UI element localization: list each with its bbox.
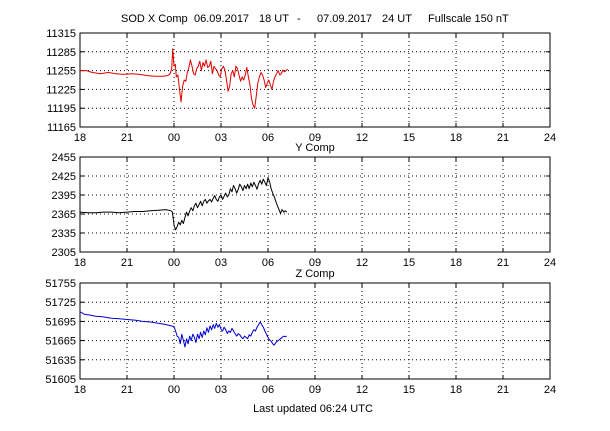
- y-tick-label: 51755: [45, 278, 76, 290]
- y-tick-label: 11285: [46, 47, 76, 59]
- x-tick-label: 00: [168, 132, 180, 144]
- x-tick-label: 21: [121, 132, 133, 144]
- header-station-label: SOD X Comp: [121, 13, 188, 25]
- x-tick-label: 18: [74, 257, 86, 269]
- x-tick-label: 24: [544, 257, 556, 269]
- x-tick-label: 21: [497, 132, 509, 144]
- x-tick-label: 00: [168, 257, 180, 269]
- y-tick-label: 2395: [52, 190, 76, 202]
- y-tick-label: 2455: [52, 152, 76, 164]
- y-tick-label: 51725: [45, 297, 76, 309]
- x-tick-label: 09: [309, 384, 321, 396]
- x-tick-label: 06: [262, 132, 274, 144]
- series-line: [79, 177, 288, 231]
- panel-title: Z Comp: [295, 268, 334, 280]
- y-tick-label: 2335: [52, 228, 76, 240]
- header-end-hour: 24 UT: [382, 13, 412, 25]
- y-tick-label: 51635: [45, 355, 76, 367]
- header-start-date: 06.09.2017: [194, 13, 249, 25]
- header-separator: -: [297, 13, 301, 25]
- x-tick-label: 06: [262, 257, 274, 269]
- y-tick-label: 2305: [52, 247, 76, 259]
- header-end-date: 07.09.2017: [317, 13, 372, 25]
- plot-frame: [79, 32, 551, 128]
- y-tick-label: 11255: [46, 66, 76, 78]
- y-tick-label: 51605: [45, 374, 76, 386]
- x-tick-label: 06: [262, 384, 274, 396]
- x-tick-label: 09: [309, 132, 321, 144]
- x-tick-label: 24: [544, 132, 556, 144]
- x-tick-label: 18: [74, 384, 86, 396]
- x-tick-label: 21: [121, 384, 133, 396]
- x-tick-label: 12: [356, 384, 368, 396]
- x-tick-label: 03: [215, 384, 227, 396]
- footer-last-updated: Last updated 06:24 UTC: [253, 403, 373, 415]
- x-tick-label: 12: [356, 257, 368, 269]
- y-tick-label: 11315: [46, 28, 76, 40]
- x-tick-label: 15: [403, 384, 415, 396]
- panel-2: 18 21 00 03 06 09 12 15 18 21 24 2455 2425 2395 2365 23…: [52, 142, 557, 269]
- y-tick-label: 2365: [52, 209, 76, 221]
- x-tick-label: 24: [544, 384, 556, 396]
- x-tick-label: 18: [450, 257, 462, 269]
- y-tick-label: 51695: [45, 316, 76, 328]
- series-line: [80, 48, 288, 109]
- header-fullscale: Fullscale 150 nT: [428, 13, 509, 25]
- series-line: [79, 311, 288, 348]
- panel-title: Y Comp: [295, 142, 335, 154]
- x-tick-label: 03: [215, 257, 227, 269]
- y-tick-label: 11165: [47, 122, 76, 134]
- x-tick-label: 15: [403, 257, 415, 269]
- x-tick-label: 21: [497, 257, 509, 269]
- y-tick-label: 11225: [46, 84, 76, 96]
- x-tick-label: 18: [74, 132, 86, 144]
- header: SOD X Comp 06.09.2017 18 UT - 07.09.2017…: [121, 13, 509, 25]
- x-tick-label: 03: [215, 132, 227, 144]
- y-tick-label: 51665: [45, 336, 76, 348]
- x-tick-label: 09: [309, 257, 321, 269]
- x-tick-label: 21: [497, 384, 509, 396]
- x-tick-label: 21: [121, 257, 133, 269]
- x-tick-label: 00: [168, 384, 180, 396]
- x-tick-label: 18: [450, 384, 462, 396]
- x-tick-label: 18: [450, 132, 462, 144]
- y-tick-label: 2425: [52, 171, 76, 183]
- header-start-hour: 18 UT: [259, 13, 289, 25]
- y-tick-label: 11195: [47, 103, 76, 115]
- x-tick-label: 12: [356, 132, 368, 144]
- panel-3: 18 21 00 03 06 09 12 15 18 21 24 51755 51725 51695 516…: [45, 268, 556, 396]
- panel-1: 18 21 00 03 06 09 12 15 18 21 24 11315 11285 11255 112…: [46, 28, 556, 144]
- x-tick-label: 15: [403, 132, 415, 144]
